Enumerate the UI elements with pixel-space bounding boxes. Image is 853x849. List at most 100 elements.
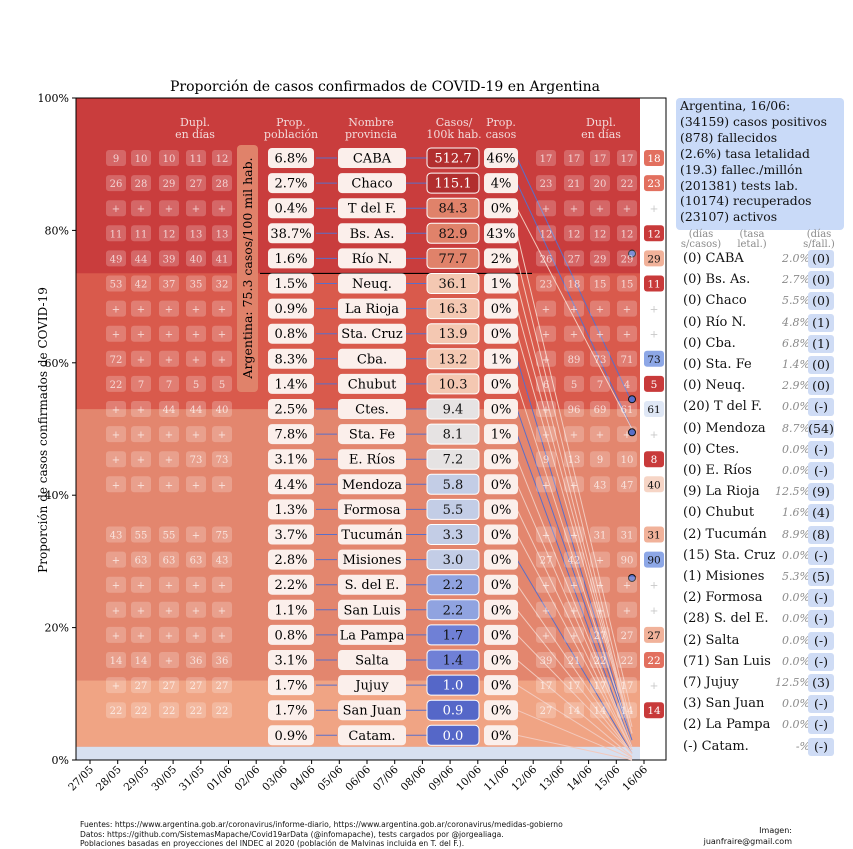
prop-pob-cell	[268, 474, 314, 495]
province-name: E. Ríos	[349, 453, 395, 468]
casos-cell	[426, 222, 480, 244]
prop-casos-value: 1%	[491, 428, 512, 443]
doubling-cell	[564, 626, 584, 643]
doubling-value: 72	[110, 355, 123, 366]
doubling-cell	[536, 350, 556, 367]
doubling-value: 21	[568, 656, 581, 667]
y-tick-label: 60%	[45, 357, 69, 370]
column-header: Prop.	[276, 116, 306, 129]
doubling-cell	[106, 401, 126, 417]
prop-pob-cell	[268, 449, 314, 470]
province-name: Chaco	[351, 177, 392, 192]
prop-casos-value: 0%	[491, 679, 512, 694]
doubling-value: 31	[621, 531, 634, 542]
doubling-value: 10	[135, 154, 148, 165]
prop-pob-value: 0.8%	[274, 327, 307, 342]
doubling-value: 22	[621, 656, 634, 667]
doubling-cell	[212, 702, 232, 719]
doubling-value: 27	[568, 254, 581, 265]
doubling-cell	[564, 175, 584, 192]
province-death-row: (1) Misiones 5.3% (5)	[680, 568, 850, 587]
doubling-cell	[131, 551, 151, 568]
prop-casos-cell	[484, 449, 518, 470]
prop-pob-value: 6.8%	[274, 152, 307, 167]
doubling-cell	[536, 601, 556, 618]
doubling-cell	[186, 250, 206, 267]
province-name-cell	[338, 650, 406, 670]
doubling-cell	[564, 300, 584, 317]
doubling-value: 61	[621, 405, 634, 416]
province-death-name: (0) Ctes.	[683, 441, 775, 457]
doubling-value: +	[542, 330, 550, 341]
province-name-cell	[338, 273, 406, 294]
doubling-cell	[131, 375, 151, 392]
doubling-cell	[186, 601, 206, 618]
prop-pob-cell	[268, 298, 314, 319]
doubling-value: 22	[110, 380, 123, 391]
doubling-cell	[590, 652, 610, 668]
doubling-value: +	[623, 330, 631, 341]
x-tick-label: 06/06	[343, 763, 373, 793]
doubling-value: +	[137, 305, 145, 316]
casos-value: 36.1	[439, 277, 468, 292]
last-doubling-value: 18	[647, 153, 660, 165]
doubling-cell	[131, 677, 151, 694]
summary-line: (19.3) fallec./millón	[680, 161, 803, 177]
doubling-value: 42	[568, 556, 581, 567]
doubling-value: +	[165, 430, 173, 441]
doubling-value: 26	[110, 179, 123, 190]
doubling-value: 55	[163, 531, 176, 542]
summary-line: (10174) recuperados	[680, 193, 812, 209]
last-doubling-value: 27	[647, 630, 660, 642]
doubling-value: 28	[216, 179, 229, 190]
doubling-value: 5	[193, 380, 199, 391]
doubling-value: 39	[540, 656, 553, 667]
prop-pob-value: 0.9%	[274, 729, 307, 744]
last-doubling-value: 11	[647, 279, 660, 291]
lethality-rate: 2.7%	[782, 273, 810, 287]
province-name: Bs. As.	[350, 227, 395, 242]
prop-pob-value: 0.4%	[274, 202, 307, 217]
doubling-cell	[212, 551, 232, 568]
x-axis: 27/0528/0529/0530/0531/0501/0602/0603/06…	[66, 760, 650, 794]
doubling-cell	[564, 476, 584, 493]
x-tick-label: 10/06	[454, 763, 484, 793]
province-name-cell	[338, 198, 406, 219]
casos-cell	[426, 273, 480, 294]
doubling-cell	[590, 150, 610, 166]
row-trend-line	[516, 157, 633, 403]
doubling-value: 17	[568, 681, 581, 692]
doubling-value: 42	[135, 280, 148, 291]
casos-cell	[426, 373, 480, 395]
column-headers: Dupl.en díasProp.poblaciónNombreprovinci…	[175, 116, 621, 141]
province-name-cell	[338, 499, 406, 520]
casos-cell	[426, 172, 480, 194]
doubling-cell	[536, 476, 556, 493]
prop-casos-value: 1%	[491, 352, 512, 367]
doubling-value: 27	[135, 681, 148, 692]
doubling-value: +	[192, 631, 200, 642]
prop-pob-value: 8.3%	[274, 352, 307, 367]
doubling-cell	[159, 275, 179, 292]
province-name-cell	[338, 223, 406, 244]
row-trend-line	[516, 684, 633, 758]
doubling-cell	[564, 350, 584, 367]
column-header: 100k hab.	[426, 128, 481, 141]
y-tick-label: 20%	[45, 622, 69, 635]
province-name: Neuq.	[352, 277, 392, 292]
province-name-cell	[338, 474, 406, 495]
doubling-cell	[617, 551, 637, 568]
doubling-value: +	[596, 606, 604, 617]
doubling-cell	[617, 300, 637, 317]
doubling-cell	[159, 325, 179, 342]
doubling-value: +	[218, 330, 226, 341]
row-trend-line	[516, 207, 633, 430]
doubling-value: 15	[621, 280, 634, 291]
province-name: Catam.	[348, 729, 395, 744]
province-death-row: (3) San Juan 0.0% (-)	[680, 695, 850, 714]
doubling-cell	[131, 300, 151, 317]
province-name-cell	[338, 624, 406, 645]
doubling-cell	[106, 200, 126, 217]
lethality-rate: -%	[795, 739, 810, 753]
row-trend-line	[516, 509, 633, 751]
